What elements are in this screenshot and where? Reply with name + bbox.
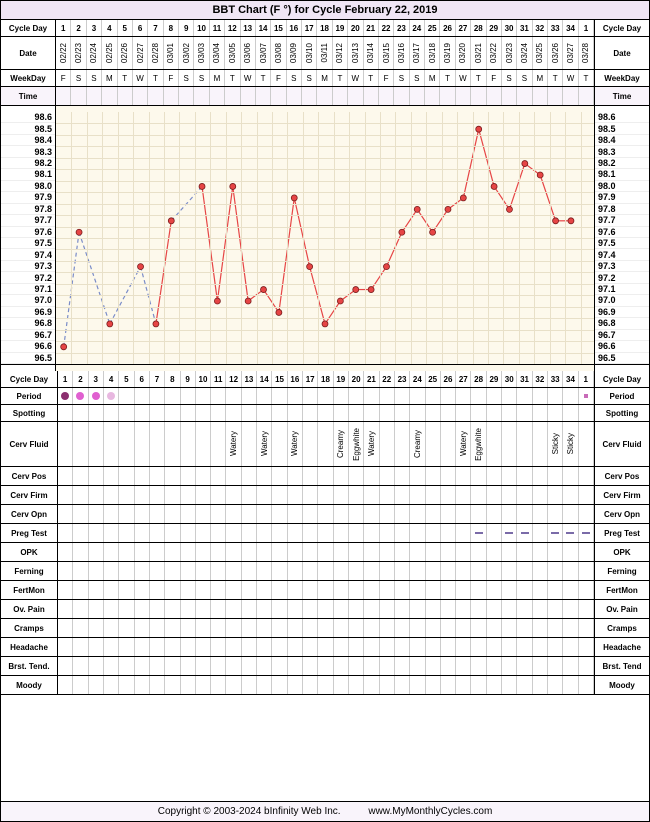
period-marker [76,392,84,400]
period-marker [107,392,115,400]
period-marker [61,392,69,400]
preg-test-marker [475,532,483,534]
period-spot [584,394,588,398]
row-cramps: CrampsCramps [1,619,649,638]
row-fertmon: FertMonFertMon [1,581,649,600]
chart-area: 98.698.598.498.398.298.198.097.997.897.7… [1,112,649,365]
cerv-fluid-value: Watery [459,431,468,456]
row-period: Period Period [1,388,649,405]
cerv-fluid-value: Watery [367,431,376,456]
preg-test-marker [521,532,529,534]
row-cycle-day-2: Cycle Day 123456789101112131415161718192… [1,371,649,388]
cerv-fluid-value: Watery [229,431,238,456]
row-cerv-firm: Cerv FirmCerv Firm [1,486,649,505]
row-time: Time Time [1,87,649,106]
preg-test-marker [582,532,590,534]
preg-test-marker [551,532,559,534]
cerv-fluid-value: Creamy [413,430,422,458]
label-time: Time [1,87,56,105]
tracking-rows: Cycle Day 123456789101112131415161718192… [1,371,649,801]
row-opk: OPKOPK [1,543,649,562]
label-cycle-day: Cycle Day [1,20,56,36]
row-preg-test: Preg TestPreg Test [1,524,649,543]
cerv-fluid-value: Creamy [336,430,345,458]
footer: Copyright © 2003-2024 bInfinity Web Inc.… [1,801,649,821]
row-ov-pain: Ov. PainOv. Pain [1,600,649,619]
header-rows: Cycle Day 123456789101112131415161718192… [1,20,649,106]
preg-test-marker [566,532,574,534]
label-time-r: Time [594,87,649,105]
chart-title: BBT Chart (F °) for Cycle February 22, 2… [1,1,649,20]
period-marker [92,392,100,400]
row-cerv-pos: Cerv PosCerv Pos [1,467,649,486]
row-moody: MoodyMoody [1,676,649,695]
row-date: Date 02/2202/2302/2402/2502/2602/2702/28… [1,37,649,70]
label-cycle-day-r: Cycle Day [594,20,649,36]
label-weekday-r: WeekDay [594,70,649,86]
cerv-fluid-value: Watery [290,431,299,456]
label-date-r: Date [594,37,649,69]
label-weekday: WeekDay [1,70,56,86]
copyright: Copyright © 2003-2024 bInfinity Web Inc. [158,806,341,817]
cerv-fluid-value: Sticky [551,433,560,454]
plot-area [56,112,594,364]
row-cerv-opn: Cerv OpnCerv Opn [1,505,649,524]
cerv-fluid-value: Eggwhite [352,428,361,461]
preg-test-marker [505,532,513,534]
row-headache: HeadacheHeadache [1,638,649,657]
row-cycle-day: Cycle Day 123456789101112131415161718192… [1,20,649,37]
label-date: Date [1,37,56,69]
website-link[interactable]: www.MyMonthlyCycles.com [368,806,492,817]
row-weekday: WeekDay FSSMTWTFSSMTWTFSSMTWTFSSMTWTFSSM… [1,70,649,87]
y-axis-right: 98.698.598.498.398.298.198.097.997.897.7… [594,112,649,364]
cerv-fluid-value: Eggwhite [474,428,483,461]
row-ferning: FerningFerning [1,562,649,581]
y-axis-left: 98.698.598.498.398.298.198.097.997.897.7… [1,112,56,364]
cerv-fluid-value: Watery [260,431,269,456]
cerv-fluid-value: Sticky [566,433,575,454]
row-spotting: Spotting Spotting [1,405,649,422]
row-brst-tend: Brst. Tend.Brst. Tend [1,657,649,676]
row-cerv-fluid: Cerv Fluid WateryWateryWateryCreamyEggwh… [1,422,649,467]
bbt-chart-container: BBT Chart (F °) for Cycle February 22, 2… [0,0,650,822]
